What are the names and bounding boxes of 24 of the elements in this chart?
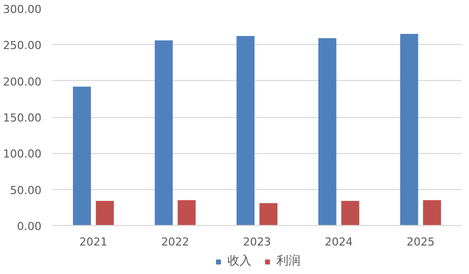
y-tick-label: 200.00 [3, 75, 42, 88]
bar [178, 200, 196, 226]
bar [96, 200, 114, 226]
x-tick-label: 2021 [79, 236, 108, 248]
bar [154, 40, 173, 226]
y-tick-label: 50.00 [10, 184, 42, 197]
bar [341, 200, 360, 226]
y-tick-label: 0.00 [17, 220, 42, 233]
y-tick-label: 150.00 [3, 112, 42, 124]
bar [423, 200, 442, 226]
y-tick-label: 300.00 [3, 3, 42, 16]
y-tick-label: 250.00 [3, 39, 42, 52]
bar [72, 86, 91, 226]
bar [259, 203, 278, 226]
bar [236, 36, 255, 226]
bar [400, 34, 418, 226]
x-tick-label: 2025 [406, 236, 435, 248]
legend-label: 利润 [276, 252, 300, 270]
y-tick-label: 100.00 [3, 148, 42, 161]
x-tick-label: 2022 [161, 236, 190, 248]
bar [318, 38, 336, 226]
x-tick-label: 2024 [324, 236, 353, 248]
x-tick-label: 2023 [243, 236, 272, 248]
legend-label: 收入 [228, 252, 252, 270]
